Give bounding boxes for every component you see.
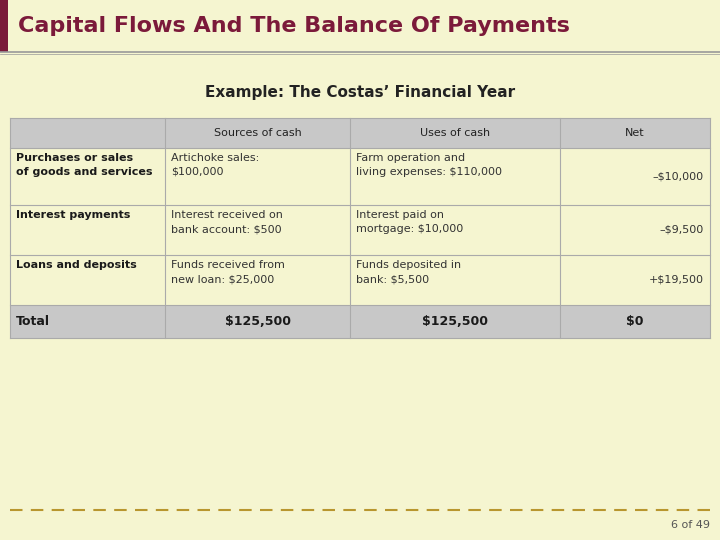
Text: Farm operation and
living expenses: $110,000: Farm operation and living expenses: $110… <box>356 153 502 177</box>
Text: 6 of 49: 6 of 49 <box>671 520 710 530</box>
Bar <box>0 0 8 52</box>
Text: Interest received on
bank account: $500: Interest received on bank account: $500 <box>171 210 283 234</box>
Text: Funds received from
new loan: $25,000: Funds received from new loan: $25,000 <box>171 260 285 284</box>
Text: Sources of cash: Sources of cash <box>214 128 302 138</box>
Text: Funds deposited in
bank: $5,500: Funds deposited in bank: $5,500 <box>356 260 461 284</box>
Text: Artichoke sales:
$100,000: Artichoke sales: $100,000 <box>171 153 259 177</box>
Bar <box>10 305 710 338</box>
Text: Uses of cash: Uses of cash <box>420 128 490 138</box>
Text: Loans and deposits: Loans and deposits <box>16 260 137 270</box>
Text: Example: The Costas’ Financial Year: Example: The Costas’ Financial Year <box>205 84 515 99</box>
Bar <box>10 118 710 148</box>
Text: Purchases or sales
of goods and services: Purchases or sales of goods and services <box>16 153 153 177</box>
Text: –$10,000: –$10,000 <box>653 172 704 181</box>
Text: $125,500: $125,500 <box>225 315 290 328</box>
Text: Net: Net <box>625 128 645 138</box>
Text: +$19,500: +$19,500 <box>649 275 704 285</box>
Text: –$9,500: –$9,500 <box>660 225 704 235</box>
Text: Interest paid on
mortgage: $10,000: Interest paid on mortgage: $10,000 <box>356 210 463 234</box>
Text: Total: Total <box>16 315 50 328</box>
Text: Interest payments: Interest payments <box>16 210 130 220</box>
Text: $125,500: $125,500 <box>422 315 488 328</box>
Text: $0: $0 <box>626 315 644 328</box>
Text: Capital Flows And The Balance Of Payments: Capital Flows And The Balance Of Payment… <box>18 16 570 36</box>
